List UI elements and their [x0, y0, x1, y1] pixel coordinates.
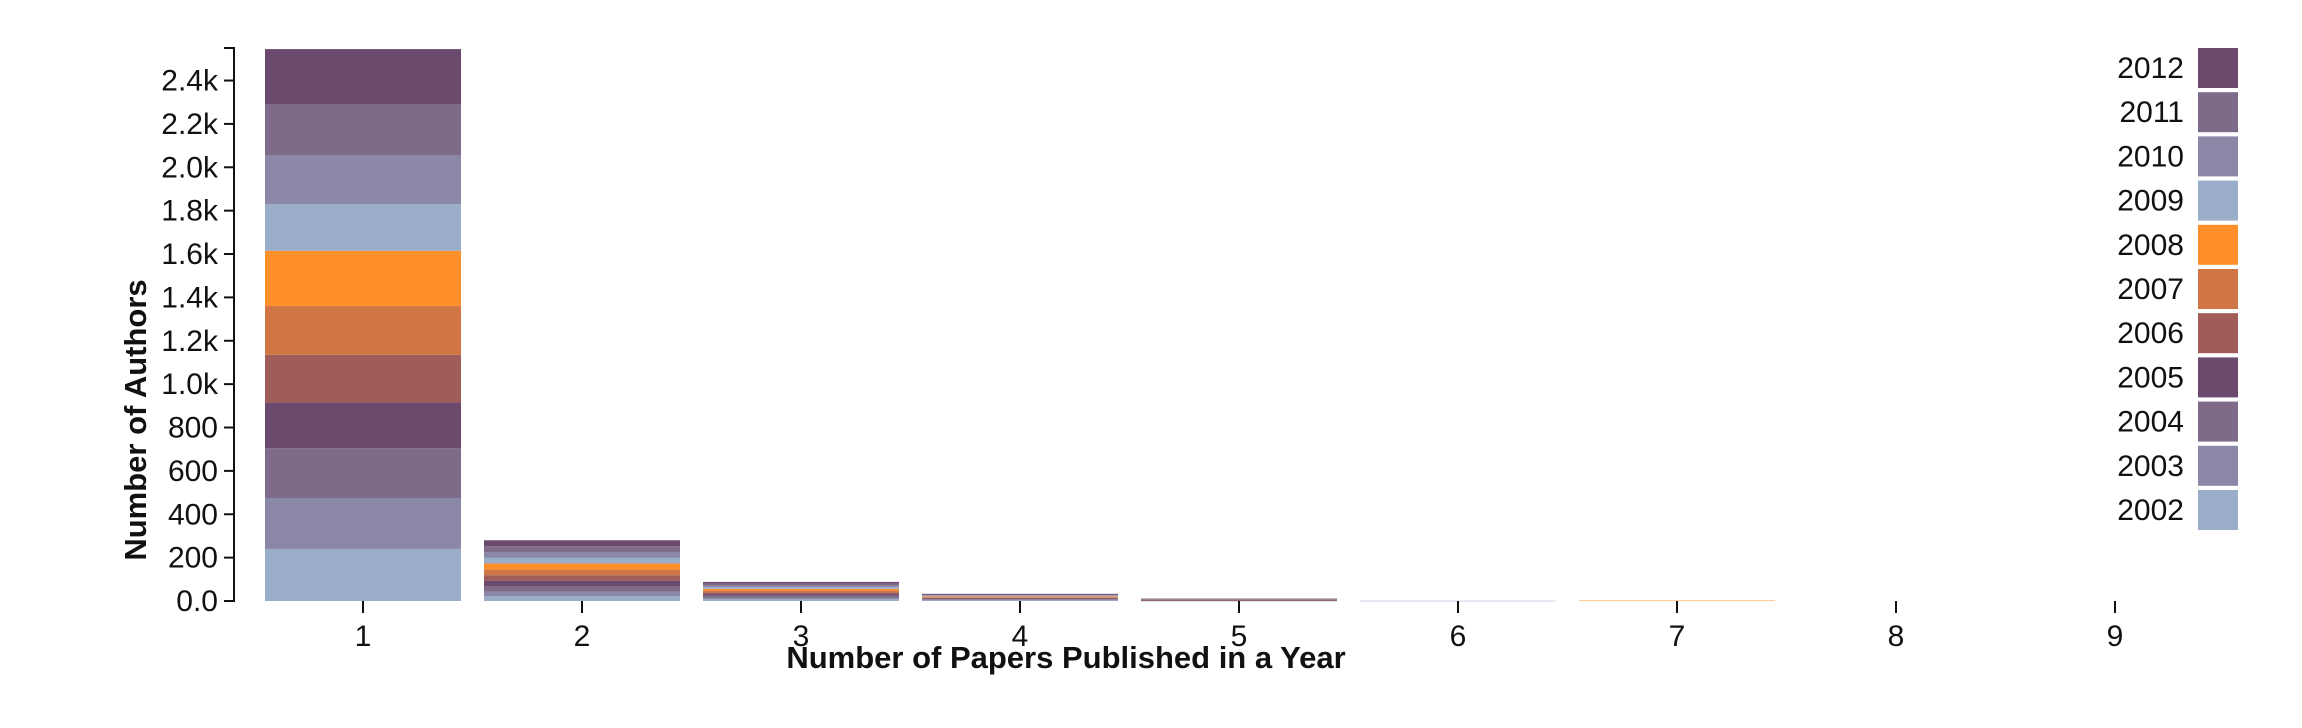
bar-segment-2010-cat-1 [265, 155, 461, 205]
bar-segment-2005-cat-2 [484, 580, 680, 587]
legend-label-2006: 2006 [2117, 317, 2184, 350]
bar-segment-2004-cat-4 [922, 599, 1118, 600]
bar-segment-2008-cat-2 [484, 563, 680, 570]
y-tick-label: 2.0k [161, 151, 219, 184]
legend-swatch-2008 [2198, 224, 2238, 265]
legend-label-2003: 2003 [2117, 450, 2184, 483]
y-axis-title: Number of Authors [118, 279, 153, 560]
bar-segment-2006-cat-2 [484, 575, 680, 581]
x-tick-label: 7 [1669, 620, 1686, 653]
y-axis: 0.0 200 400 600 800 1.0k 1.2k 1.4k 1.6k 1.8k 2.0k 2… [161, 47, 235, 618]
y-tick-label: 1.6k [161, 238, 219, 271]
y-tick-label: 2.4k [161, 65, 219, 98]
legend-swatch-2010 [2198, 136, 2238, 177]
bar-segment-2012-cat-3 [703, 581, 899, 584]
y-tick-label: 1.2k [161, 325, 219, 358]
bar-segment-2005-cat-1 [265, 402, 461, 449]
legend-label-2012: 2012 [2117, 52, 2184, 85]
legend-swatch-2007 [2198, 269, 2238, 309]
legend-swatch-2003 [2198, 445, 2238, 486]
bar-segment-2008-cat-4 [922, 596, 1118, 598]
legend-swatch-2009 [2198, 180, 2238, 221]
x-tick-label: 4 [1012, 620, 1029, 653]
bar-segment-2005-cat-3 [703, 594, 899, 596]
bar-segment-2011-cat-3 [703, 583, 899, 586]
legend: 2012 2011 2010 2009 2008 2007 2006 2005 2004 2003… [2117, 48, 2238, 530]
y-tick-label: 2.2k [161, 108, 219, 141]
bar-segment-2008-cat-1 [265, 250, 461, 307]
bar-segment-2004-cat-2 [484, 586, 680, 592]
bar-segment-2005-cat-4 [922, 598, 1118, 600]
bar-segment-2003-cat-3 [703, 597, 899, 600]
y-tick-label: 600 [168, 455, 218, 488]
bar-segment-2008-cat-7 [1579, 600, 1775, 602]
bar-segment-2006-cat-3 [703, 592, 899, 595]
bar-segment-2011-cat-4 [922, 594, 1118, 596]
x-axis: 1 2 3 4 5 6 7 8 9 [355, 601, 2124, 653]
legend-swatch-2006 [2198, 313, 2238, 354]
legend-label-2004: 2004 [2117, 406, 2184, 439]
legend-swatch-2011 [2198, 92, 2238, 133]
bar-segment-2002-cat-4 [922, 600, 1118, 601]
y-axis-line [224, 47, 235, 602]
bar-segment-2009-cat-4 [922, 595, 1118, 597]
y-tick-label: 200 [168, 542, 218, 575]
bar-segment-2007-cat-2 [484, 569, 680, 576]
legend-swatch-2012 [2198, 48, 2238, 88]
y-tick-label: 1.8k [161, 195, 219, 228]
legend-swatch-2004 [2198, 401, 2238, 442]
bar-segment-2010-cat-4 [922, 595, 1118, 596]
bar-segment-2010-cat-2 [484, 551, 680, 558]
bar-segment-2008-cat-3 [703, 588, 899, 591]
legend-swatch-2002 [2198, 490, 2238, 530]
legend-label-2011: 2011 [2119, 96, 2184, 129]
y-tick-label: 0.0 [176, 585, 218, 618]
x-tick-label: 9 [2107, 620, 2124, 653]
legend-label-2010: 2010 [2117, 140, 2184, 173]
bar-segment-2012-cat-4 [922, 593, 1118, 595]
bar-segment-2007-cat-4 [922, 597, 1118, 598]
bar-segment-2003-cat-2 [484, 591, 680, 597]
bar-segment-2006-cat-4 [922, 597, 1118, 599]
legend-label-2009: 2009 [2117, 185, 2184, 218]
bar-segment-2003-cat-1 [265, 497, 461, 549]
bar-segment-2009-cat-2 [484, 557, 680, 564]
bar-segment-2012-cat-5 [1141, 598, 1337, 600]
y-tick-label: 800 [168, 412, 218, 445]
bar-segment-2012-cat-2 [484, 540, 680, 547]
bar-segment-2002-cat-2 [484, 596, 680, 601]
x-tick-label: 2 [574, 620, 591, 653]
legend-swatch-2005 [2198, 357, 2238, 398]
bar-segment-2010-cat-3 [703, 585, 899, 588]
bar-segment-2003-cat-4 [922, 599, 1118, 601]
bar-segment-2007-cat-3 [703, 590, 899, 593]
x-tick-label: 3 [793, 620, 810, 653]
legend-label-2002: 2002 [2117, 494, 2184, 527]
x-tick-label: 8 [1888, 620, 1905, 653]
bars-layer [265, 49, 1775, 602]
bar-segment-2009-cat-3 [703, 587, 899, 589]
bar-segment-2002-cat-3 [703, 599, 899, 601]
x-axis-title: Number of Papers Published in a Year [786, 640, 1345, 675]
x-tick-label: 5 [1231, 620, 1248, 653]
bar-segment-2012-cat-1 [265, 49, 461, 105]
bar-segment-2011-cat-2 [484, 546, 680, 552]
x-tick-label: 6 [1450, 620, 1467, 653]
bar-segment-2004-cat-1 [265, 448, 461, 498]
legend-label-2007: 2007 [2117, 273, 2184, 306]
y-tick-label: 400 [168, 498, 218, 531]
bar-segment-2002-cat-1 [265, 548, 461, 601]
bar-segment-2009-cat-1 [265, 204, 461, 251]
x-tick-label: 1 [355, 620, 372, 653]
bar-segment-2011-cat-1 [265, 104, 461, 156]
y-tick-label: 1.0k [161, 368, 219, 401]
bar-segment-2006-cat-1 [265, 354, 461, 403]
legend-label-2005: 2005 [2117, 361, 2184, 394]
legend-label-2008: 2008 [2117, 229, 2184, 262]
bar-segment-2004-cat-3 [703, 595, 899, 598]
y-tick-label: 1.4k [161, 281, 219, 314]
bar-segment-2007-cat-1 [265, 306, 461, 355]
